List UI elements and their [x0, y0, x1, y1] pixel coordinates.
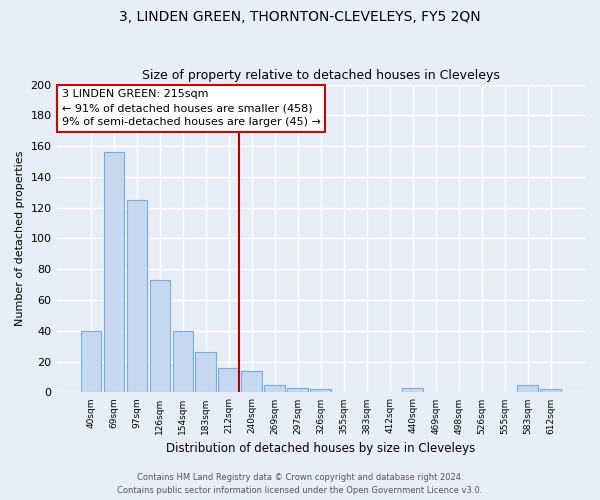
Text: 3, LINDEN GREEN, THORNTON-CLEVELEYS, FY5 2QN: 3, LINDEN GREEN, THORNTON-CLEVELEYS, FY5…	[119, 10, 481, 24]
Bar	[149, 280, 170, 392]
Bar	[127, 200, 147, 392]
Bar	[196, 352, 216, 393]
Bar	[218, 368, 239, 392]
Bar	[265, 384, 285, 392]
Bar	[173, 331, 193, 392]
Text: 3 LINDEN GREEN: 215sqm
← 91% of detached houses are smaller (458)
9% of semi-det: 3 LINDEN GREEN: 215sqm ← 91% of detached…	[62, 89, 321, 127]
Bar	[517, 384, 538, 392]
Text: Contains HM Land Registry data © Crown copyright and database right 2024.
Contai: Contains HM Land Registry data © Crown c…	[118, 474, 482, 495]
Bar	[104, 152, 124, 392]
Bar	[241, 371, 262, 392]
Bar	[403, 388, 423, 392]
Bar	[310, 390, 331, 392]
Bar	[540, 390, 561, 392]
Bar	[287, 388, 308, 392]
Bar	[80, 331, 101, 392]
Y-axis label: Number of detached properties: Number of detached properties	[15, 151, 25, 326]
Title: Size of property relative to detached houses in Cleveleys: Size of property relative to detached ho…	[142, 69, 500, 82]
X-axis label: Distribution of detached houses by size in Cleveleys: Distribution of detached houses by size …	[166, 442, 475, 455]
